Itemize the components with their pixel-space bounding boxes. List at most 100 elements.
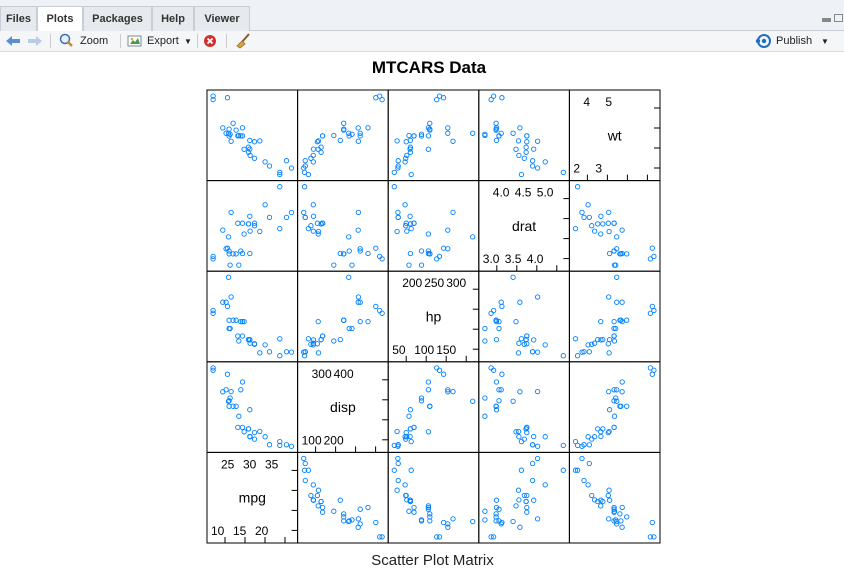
data-point (649, 519, 655, 526)
data-point (346, 133, 352, 139)
data-point (310, 159, 316, 165)
clear-plots-button[interactable] (234, 31, 252, 51)
data-point (651, 534, 657, 540)
tick-label: 4.5 (515, 186, 532, 200)
panel-hp-vs-wt (568, 270, 661, 363)
data-point (572, 225, 579, 232)
data-point (574, 184, 581, 190)
tick-label: 4.0 (493, 186, 510, 200)
data-point (301, 184, 308, 190)
data-point (493, 120, 499, 126)
data-point (395, 209, 401, 216)
data-point (225, 274, 232, 280)
panel-frame (297, 89, 389, 182)
data-point (407, 149, 414, 155)
data-point (365, 125, 371, 131)
data-point (341, 317, 347, 323)
data-point (302, 477, 308, 484)
export-button[interactable]: Export ▼ (126, 31, 194, 51)
data-point (425, 133, 432, 139)
data-point (373, 303, 379, 310)
data-point (600, 498, 606, 505)
panel-frame (568, 180, 661, 272)
tab-files[interactable]: Files (0, 6, 37, 31)
data-point (404, 497, 410, 503)
data-point (406, 262, 412, 268)
data-point (425, 506, 432, 512)
data-point (531, 337, 537, 343)
data-point (228, 138, 234, 144)
data-point (529, 163, 536, 169)
data-point (611, 504, 617, 511)
maximize-icon[interactable] (834, 14, 843, 22)
diag-label-hp: hp (426, 309, 442, 325)
data-point (319, 509, 326, 515)
data-point (349, 131, 355, 137)
publish-button[interactable]: Publish ▼ (755, 31, 835, 51)
panel-drat-vs-mpg (206, 180, 299, 272)
data-point (245, 426, 252, 432)
data-point (277, 225, 283, 232)
data-point (418, 518, 425, 524)
remove-plot-button[interactable] (202, 31, 218, 51)
tab-viewer[interactable]: Viewer (194, 6, 250, 31)
data-point (402, 202, 408, 208)
data-point (560, 169, 566, 176)
tick-label: 35 (265, 457, 279, 471)
data-point (493, 127, 499, 133)
data-point (496, 387, 502, 393)
data-point (239, 133, 246, 139)
data-point (572, 336, 579, 342)
data-point (395, 442, 401, 448)
data-point (210, 256, 216, 262)
data-point (440, 371, 447, 377)
data-point (406, 508, 412, 514)
data-point (598, 213, 604, 219)
data-point (315, 138, 322, 144)
data-point (619, 299, 625, 305)
data-point (404, 434, 410, 440)
data-point (403, 139, 409, 145)
data-point (341, 514, 347, 520)
data-point (394, 487, 400, 493)
data-point (407, 433, 413, 440)
tick-label: 20 (255, 524, 269, 538)
forward-arrow-icon[interactable] (26, 31, 44, 51)
data-point (425, 125, 432, 131)
minimize-icon[interactable] (822, 18, 831, 22)
data-point (572, 438, 579, 445)
data-point (402, 434, 408, 440)
data-point (223, 387, 229, 393)
data-point (482, 517, 488, 523)
data-point (283, 158, 290, 164)
data-point (310, 228, 316, 234)
data-point (617, 317, 623, 323)
tab-help[interactable]: Help (152, 6, 194, 31)
data-point (223, 299, 229, 305)
back-arrow-icon[interactable] (4, 31, 22, 51)
data-point (611, 220, 617, 226)
data-point (239, 424, 246, 431)
data-point (355, 209, 362, 216)
data-point (611, 413, 618, 419)
panel-wt-vs-mpg (206, 89, 299, 182)
data-point (233, 127, 239, 133)
tab-plots[interactable]: Plots (37, 6, 83, 32)
data-point (600, 336, 606, 343)
zoom-button[interactable]: Zoom (56, 31, 112, 51)
data-point (542, 434, 548, 440)
data-point (521, 492, 527, 499)
data-point (534, 388, 541, 395)
tick-label: 3.0 (483, 252, 500, 266)
tab-packages[interactable]: Packages (83, 6, 152, 31)
data-point (619, 318, 625, 325)
data-point (614, 521, 620, 527)
data-point (236, 413, 242, 419)
data-point (624, 251, 630, 257)
data-point (224, 95, 231, 101)
export-label: Export (147, 35, 179, 47)
data-point (310, 146, 317, 152)
data-point (302, 163, 308, 169)
data-point (482, 132, 488, 139)
data-point (516, 497, 522, 503)
